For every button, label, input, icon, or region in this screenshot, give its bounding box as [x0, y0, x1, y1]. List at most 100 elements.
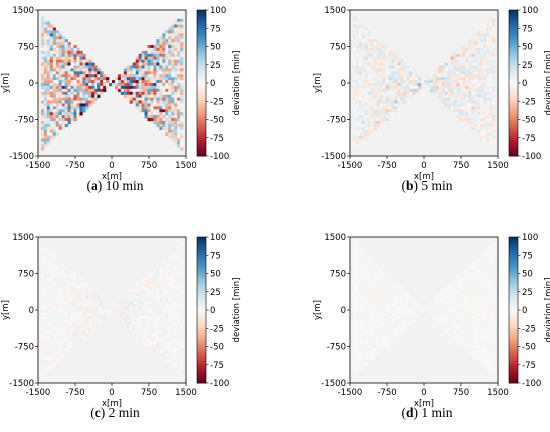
- heatmap-cell: [177, 18, 181, 22]
- heatmap-cell: [468, 77, 472, 81]
- heatmap-cell: [492, 286, 496, 290]
- heatmap-cell: [352, 71, 357, 75]
- heatmap-cell: [46, 50, 51, 55]
- heatmap-cell: [462, 80, 466, 84]
- heatmap-cell: [58, 339, 62, 343]
- heatmap-cell: [450, 327, 454, 331]
- heatmap-cell: [444, 100, 448, 104]
- heatmap-cell: [91, 71, 95, 75]
- heatmap-cell: [171, 362, 175, 366]
- heatmap-cell: [162, 324, 166, 328]
- heatmap-cell: [370, 307, 374, 311]
- heatmap-cell: [73, 71, 77, 75]
- heatmap-cell: [138, 280, 142, 285]
- heatmap-cell: [441, 97, 446, 101]
- heatmap-cell: [132, 62, 136, 66]
- heatmap-cell: [397, 56, 401, 60]
- heatmap-cell: [447, 80, 451, 84]
- heatmap-cell: [370, 336, 374, 340]
- heatmap-cell: [480, 266, 484, 270]
- heatmap-cell: [40, 242, 45, 247]
- heatmap-cell: [489, 56, 493, 60]
- heatmap-cell: [462, 336, 466, 340]
- heatmap-cell: [132, 295, 136, 299]
- heatmap-cell: [52, 330, 57, 334]
- heatmap-cell: [376, 318, 380, 322]
- heatmap-cell: [474, 277, 478, 282]
- heatmap-cell: [441, 83, 446, 87]
- heatmap-cell: [397, 295, 401, 299]
- heatmap-cell: [174, 289, 178, 293]
- heatmap-cell: [55, 53, 60, 58]
- heatmap-cell: [367, 132, 372, 136]
- heatmap-cell: [379, 50, 383, 55]
- colorbar-step: [509, 13, 518, 16]
- heatmap-cell: [120, 312, 125, 317]
- heatmap-cell: [82, 65, 86, 69]
- panel-c: -1500 -750 0 750 1500x[m]15007500-750-1500y[…: [1, 233, 242, 420]
- heatmap-cell: [168, 53, 172, 58]
- heatmap-cell: [376, 292, 380, 296]
- heatmap-cell: [165, 318, 169, 322]
- heatmap-cell: [85, 71, 89, 75]
- heatmap-cell: [129, 91, 134, 95]
- heatmap-cell: [394, 80, 398, 84]
- colorbar-step: [509, 126, 518, 130]
- heatmap-cell: [352, 18, 357, 22]
- heatmap-cell: [171, 251, 175, 255]
- heatmap-cell: [370, 83, 374, 87]
- heatmap-cell: [468, 103, 472, 107]
- heatmap-cell: [64, 53, 68, 58]
- heatmap-cell: [406, 295, 410, 299]
- heatmap-cell: [370, 274, 374, 279]
- heatmap-cell: [58, 39, 62, 43]
- heatmap-cell: [177, 100, 181, 104]
- heatmap-cell: [462, 304, 466, 308]
- heatmap-cell: [40, 132, 45, 136]
- colorbar-step: [509, 134, 518, 137]
- colorbar-step: [197, 10, 206, 13]
- heatmap-cell: [55, 59, 60, 63]
- heatmap-cell: [489, 65, 493, 69]
- heatmap-cell: [483, 310, 487, 314]
- heatmap-cell: [49, 80, 54, 84]
- heatmap-cell: [388, 88, 392, 93]
- heatmap-cell: [150, 310, 154, 314]
- heatmap-cell: [483, 327, 487, 331]
- heatmap-cell: [477, 59, 481, 63]
- heatmap-cell: [180, 91, 184, 95]
- heatmap-cell: [40, 248, 45, 252]
- heatmap-cell: [123, 74, 128, 78]
- heatmap-cell: [52, 254, 57, 258]
- heatmap-cell: [46, 304, 51, 308]
- heatmap-cell: [352, 260, 357, 264]
- heatmap-cell: [486, 53, 490, 58]
- heatmap-cell: [46, 33, 51, 37]
- colorbar-step: [197, 315, 206, 318]
- heatmap-cell: [364, 315, 369, 320]
- heatmap-cell: [168, 333, 172, 337]
- heatmap-cell: [79, 50, 83, 55]
- heatmap-cell: [483, 118, 487, 122]
- heatmap-cell: [165, 94, 169, 98]
- heatmap-cell: [438, 321, 443, 325]
- heatmap-cell: [465, 289, 469, 293]
- heatmap-cell: [159, 347, 163, 352]
- heatmap-cell: [162, 109, 166, 113]
- heatmap-cell: [486, 42, 490, 46]
- heatmap-cell: [153, 310, 157, 314]
- heatmap-cell: [453, 56, 457, 60]
- heatmap-cell: [73, 286, 77, 290]
- heatmap-cell: [126, 68, 131, 72]
- heatmap-cell: [370, 272, 374, 276]
- heatmap-cell: [367, 336, 372, 340]
- heatmap-cell: [486, 100, 490, 104]
- heatmap-cell: [159, 350, 163, 355]
- heatmap-cell: [79, 100, 83, 104]
- heatmap-cell: [358, 53, 363, 58]
- heatmap-cell: [67, 83, 71, 87]
- heatmap-cell: [180, 100, 184, 104]
- heatmap-cell: [156, 97, 160, 101]
- heatmap-cell: [379, 333, 383, 337]
- colorbar-step: [197, 22, 206, 25]
